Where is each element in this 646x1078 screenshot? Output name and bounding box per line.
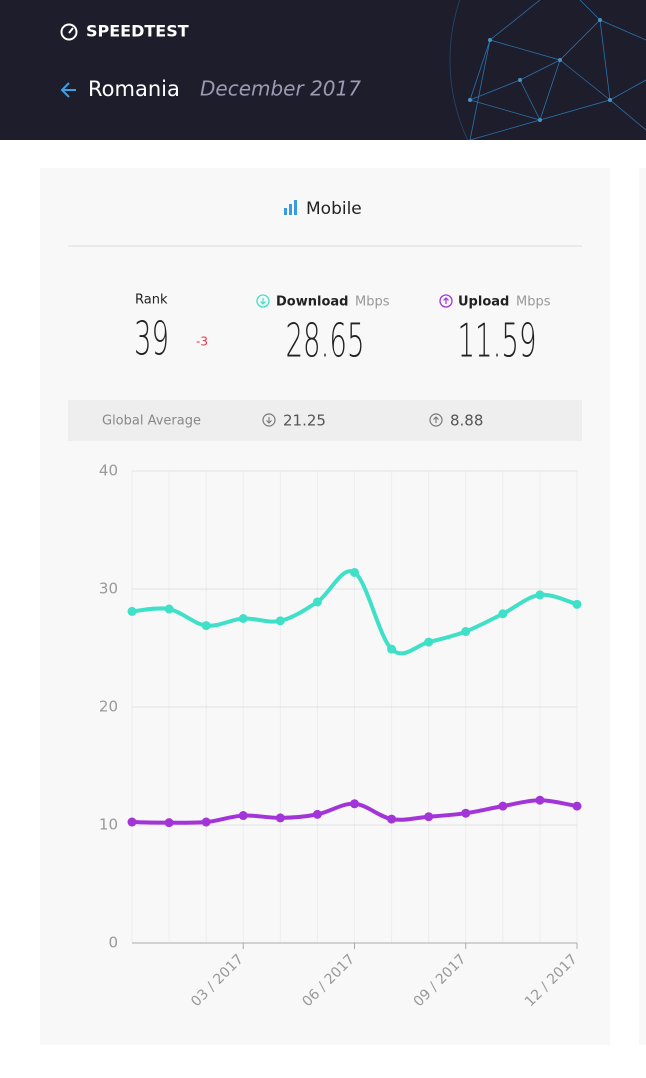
period: December 2017 — [200, 77, 361, 101]
point — [350, 799, 359, 809]
point — [275, 813, 285, 823]
point — [127, 817, 137, 827]
point — [312, 809, 322, 819]
download-arrow — [260, 298, 266, 305]
point — [461, 626, 471, 636]
point — [387, 814, 397, 824]
global-upload: 8.88 — [450, 412, 483, 430]
point — [164, 818, 174, 828]
global-download-icon — [262, 413, 276, 427]
point — [275, 616, 285, 626]
rank-value: 39 — [134, 312, 169, 365]
point — [127, 606, 137, 616]
country: Romania — [88, 77, 180, 101]
global-row — [68, 400, 582, 441]
globe-decoration — [449, 0, 646, 140]
rank-change: -3 — [196, 335, 208, 349]
global-label: Global Average — [102, 414, 201, 429]
logo-text: SPEEDTEST — [86, 22, 189, 41]
point — [350, 567, 359, 577]
y-tick-label: 20 — [99, 698, 118, 716]
global-upload-icon — [429, 413, 443, 427]
upload-icon — [439, 294, 453, 308]
back-arrow[interactable] — [60, 82, 76, 98]
point — [387, 644, 397, 654]
upload-label: Upload — [458, 295, 509, 310]
logo: SPEEDTEST — [60, 22, 189, 41]
point — [461, 808, 471, 818]
logo-icon — [60, 23, 78, 41]
point — [424, 812, 434, 822]
point — [498, 801, 508, 811]
bars-icon — [284, 200, 297, 215]
point — [535, 590, 545, 600]
upload-arrow — [443, 297, 449, 304]
download-value: 28.65 — [285, 314, 364, 367]
upload-unit: Mbps — [516, 295, 551, 310]
point — [424, 637, 434, 647]
global-download: 21.25 — [283, 412, 326, 430]
point — [572, 599, 582, 609]
point — [535, 795, 545, 805]
point — [498, 609, 508, 619]
point — [164, 604, 174, 614]
download-unit: Mbps — [355, 295, 390, 310]
download-label: Download — [276, 295, 348, 310]
next-card — [639, 168, 646, 1045]
global-upload-arrow — [433, 416, 439, 423]
point — [238, 811, 248, 821]
card-title: Mobile — [306, 199, 362, 219]
rank-label: Rank — [135, 293, 168, 308]
point — [238, 614, 248, 623]
point — [572, 801, 582, 811]
point — [201, 817, 211, 827]
y-tick-label: 40 — [99, 462, 118, 480]
global-download-arrow — [266, 417, 272, 424]
point — [201, 621, 211, 631]
y-tick-label: 10 — [99, 816, 118, 834]
logo-needle — [68, 27, 74, 34]
point — [312, 597, 322, 607]
download-icon — [256, 294, 270, 308]
y-tick-label: 30 — [99, 580, 118, 598]
upload-value: 11.59 — [457, 314, 536, 367]
y-tick-label: 0 — [108, 934, 118, 952]
